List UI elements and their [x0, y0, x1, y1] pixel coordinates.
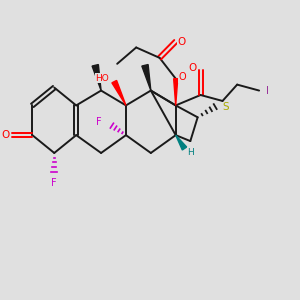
Polygon shape: [142, 64, 151, 91]
Text: O: O: [1, 130, 10, 140]
Text: F: F: [96, 117, 102, 127]
Polygon shape: [112, 80, 126, 105]
Text: I: I: [266, 85, 269, 96]
Text: O: O: [188, 63, 196, 73]
Text: O: O: [178, 72, 186, 82]
Polygon shape: [174, 79, 178, 105]
Polygon shape: [176, 135, 187, 150]
Text: S: S: [222, 103, 229, 112]
Text: HO: HO: [95, 74, 109, 82]
Text: F: F: [52, 178, 57, 188]
Text: O: O: [177, 37, 186, 46]
Polygon shape: [92, 64, 101, 91]
Text: H: H: [188, 148, 194, 157]
